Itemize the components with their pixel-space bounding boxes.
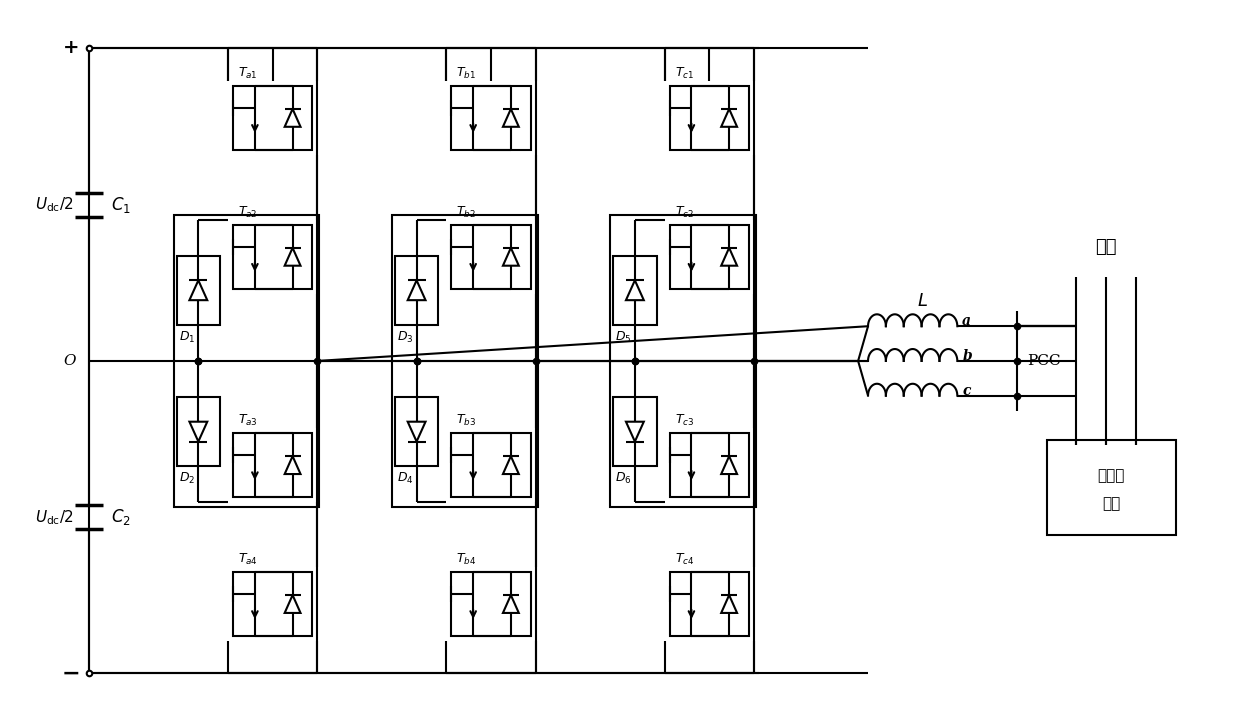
Bar xyxy=(233,85,312,150)
Text: 电网: 电网 xyxy=(1095,238,1117,256)
Text: $T_{c1}$: $T_{c1}$ xyxy=(675,66,693,80)
Text: PCC: PCC xyxy=(1027,354,1060,368)
Text: $T_{b2}$: $T_{b2}$ xyxy=(456,205,476,220)
Text: $T_{c4}$: $T_{c4}$ xyxy=(675,551,694,567)
Bar xyxy=(613,397,657,467)
Text: $C_1$: $C_1$ xyxy=(112,195,131,215)
Bar xyxy=(1047,441,1176,534)
Text: $U_{\rm dc}/2$: $U_{\rm dc}/2$ xyxy=(35,508,73,527)
Text: 非线性: 非线性 xyxy=(1097,469,1125,483)
Bar xyxy=(233,225,312,289)
Bar xyxy=(451,433,531,497)
Text: $D_{3}$: $D_{3}$ xyxy=(397,330,413,345)
Text: $T_{b1}$: $T_{b1}$ xyxy=(456,66,476,80)
Text: $T_{c3}$: $T_{c3}$ xyxy=(675,413,694,428)
Bar xyxy=(670,572,749,636)
Bar xyxy=(451,225,531,289)
Bar xyxy=(451,85,531,150)
Bar xyxy=(451,572,531,636)
Text: $D_{4}$: $D_{4}$ xyxy=(397,472,413,486)
Bar xyxy=(233,572,312,636)
Text: $T_{a1}$: $T_{a1}$ xyxy=(238,66,258,80)
Bar xyxy=(670,433,749,497)
Text: $L$: $L$ xyxy=(918,292,928,311)
Text: $T_{b4}$: $T_{b4}$ xyxy=(456,551,476,567)
Text: $D_{6}$: $D_{6}$ xyxy=(615,472,631,486)
Bar xyxy=(394,256,439,325)
Bar xyxy=(610,215,756,508)
Text: 负载: 负载 xyxy=(1102,498,1120,511)
Bar xyxy=(670,225,749,289)
Text: −: − xyxy=(62,662,81,684)
Text: $U_{\rm dc}/2$: $U_{\rm dc}/2$ xyxy=(35,196,73,214)
Bar xyxy=(394,397,439,467)
Text: c: c xyxy=(962,383,971,397)
Text: $T_{a4}$: $T_{a4}$ xyxy=(238,551,258,567)
Text: b: b xyxy=(962,349,972,363)
Text: $D_{2}$: $D_{2}$ xyxy=(179,472,195,486)
Bar xyxy=(233,433,312,497)
Text: $T_{a3}$: $T_{a3}$ xyxy=(238,413,258,428)
Bar xyxy=(176,256,221,325)
Bar xyxy=(174,215,320,508)
Text: $D_{5}$: $D_{5}$ xyxy=(615,330,631,345)
Bar xyxy=(392,215,538,508)
Text: O: O xyxy=(63,354,76,368)
Text: +: + xyxy=(63,40,79,57)
Text: $T_{b3}$: $T_{b3}$ xyxy=(456,413,476,428)
Text: $T_{a2}$: $T_{a2}$ xyxy=(238,205,258,220)
Text: $C_2$: $C_2$ xyxy=(112,507,131,527)
Bar xyxy=(613,256,657,325)
Text: $T_{c2}$: $T_{c2}$ xyxy=(675,205,693,220)
Text: a: a xyxy=(962,314,971,328)
Bar xyxy=(176,397,221,467)
Text: $D_{1}$: $D_{1}$ xyxy=(179,330,195,345)
Bar xyxy=(670,85,749,150)
